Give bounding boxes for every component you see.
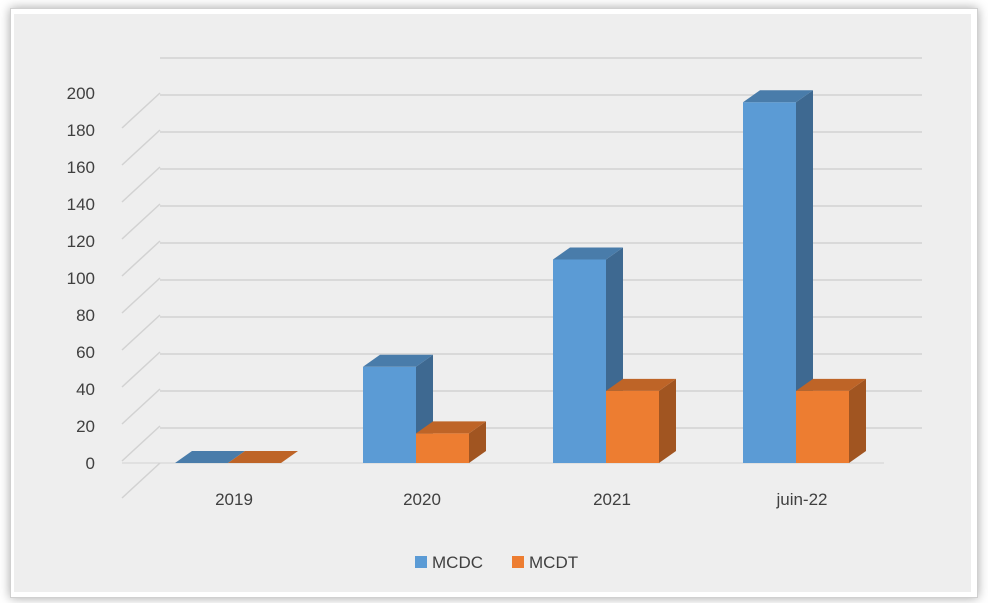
gridline-slant [121,314,161,351]
y-tick-label: 40 [76,380,95,399]
bars [175,90,866,464]
bar-top [416,421,486,434]
y-tick-label: 180 [67,121,95,140]
bar-front [416,433,469,463]
legend-item-mcdt: MCDT [512,553,578,572]
legend-swatch [415,556,427,568]
legend-item-mcdc: MCDC [415,553,483,572]
bar-top [175,451,245,463]
gridline-slant [121,351,161,388]
bar-top [796,378,866,391]
bar-mcdt-juin-22 [796,378,866,463]
x-axis-categories: 2019 2020 2021 juin-22 [215,490,827,509]
gridline-slant [121,388,161,425]
bar-front [743,102,796,463]
y-tick-label: 80 [76,306,95,325]
legend-label: MCDC [432,553,483,572]
bar-side [849,378,866,463]
bar-mcdc-2021 [553,247,623,463]
bar-front [796,390,849,463]
y-tick-label: 200 [67,84,95,103]
x-category-label: 2020 [403,490,441,509]
bar-front [606,390,659,463]
gridline-slant [121,462,161,499]
gridline-slant [121,92,161,129]
y-tick-label: 60 [76,343,95,362]
y-tick-label: 120 [67,232,95,251]
x-category-label: 2019 [215,490,253,509]
bar-front [553,259,606,463]
y-tick-label: 140 [67,195,95,214]
y-tick-label: 160 [67,158,95,177]
gridline-slant [121,203,161,240]
y-tick-label: 100 [67,269,95,288]
bar-mcdc-juin-22 [743,90,813,463]
bar-mcdc-2019 [175,451,245,464]
gridline-slant [121,277,161,314]
gridline-slant [121,129,161,166]
bar-front [363,366,416,463]
x-category-label: 2021 [593,490,631,509]
bar-top [606,378,676,391]
y-tick-label: 0 [86,454,95,473]
y-axis-ticks: 0 20 40 60 80 100 120 140 160 180 200 [67,84,95,473]
gridline-slant [121,166,161,203]
bar-mcdt-2020 [416,421,486,463]
bar-side [796,90,813,463]
bar-top [228,451,298,463]
bar-top [363,354,433,367]
gridline-slant [121,240,161,277]
legend: MCDC MCDT [415,553,578,572]
bar-mcdt-2021 [606,378,676,463]
bar-side [659,378,676,463]
legend-swatch [512,556,524,568]
bar-top [743,90,813,103]
y-tick-label: 20 [76,417,95,436]
legend-label: MCDT [529,553,578,572]
bar-top [553,247,623,260]
gridline-slant [121,425,161,462]
bar-side [469,421,486,463]
bar-mcdt-2019 [228,451,298,464]
x-category-label: juin-22 [775,490,827,509]
